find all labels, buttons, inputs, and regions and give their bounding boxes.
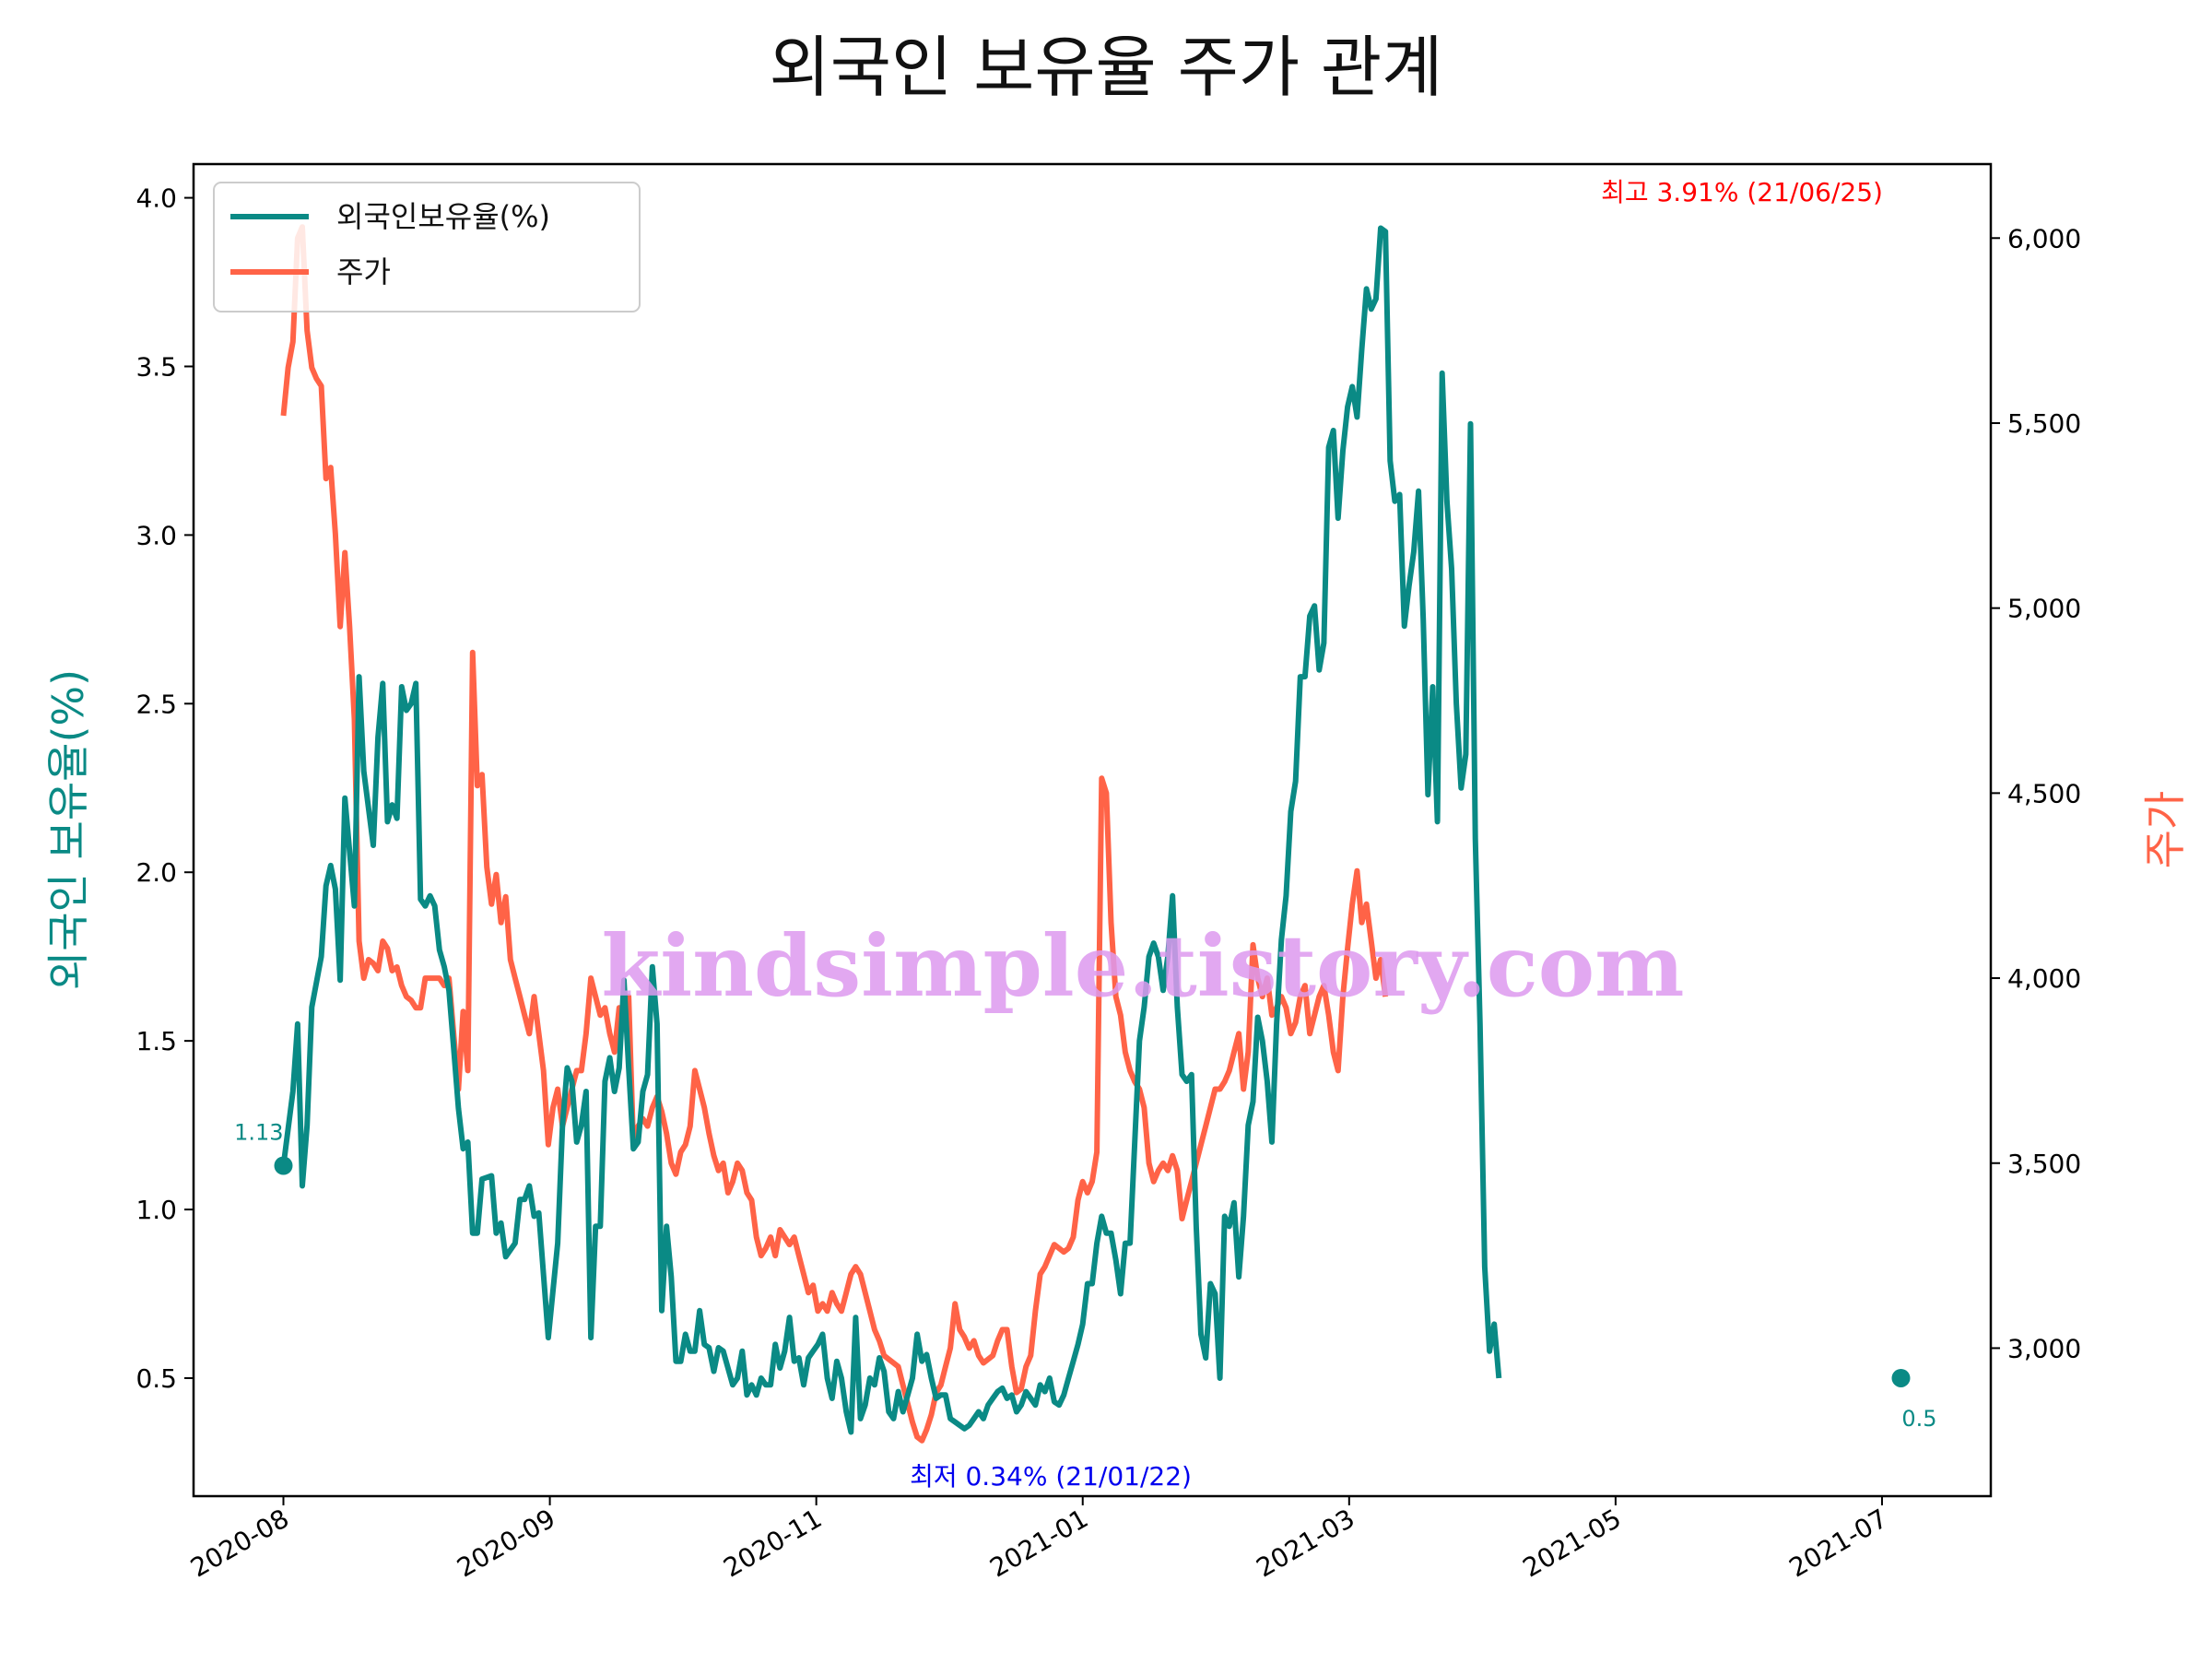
- legend-foreign-label: 외국인보유율(%): [336, 199, 550, 234]
- left-tick-label: 1.0: [135, 1195, 177, 1225]
- right-tick-label: 4,000: [2007, 963, 2081, 994]
- right-tick-label: 5,000: [2007, 594, 2081, 624]
- left-axis-title: 외국인 보유율(%): [43, 669, 93, 990]
- legend: 외국인보유율(%) 주가: [213, 182, 641, 313]
- legend-box: [213, 182, 641, 313]
- left-y-axis: 0.5 1.0 1.5 2.0 2.5 3.0 3.5 4.0: [135, 183, 194, 1394]
- plot-area-frame: [192, 162, 1993, 1498]
- start-value-label: 1.13: [234, 1119, 283, 1145]
- end-point-marker: [1891, 1368, 1911, 1387]
- series-lines: [274, 224, 1911, 1444]
- legend-price-label: 주가: [336, 254, 391, 289]
- right-y-axis: 3,000 3,500 4,000 4,500 5,000 5,500 6,000: [1991, 223, 2081, 1363]
- min-annotation: 최저 0.34% (21/01/22): [910, 1461, 1192, 1492]
- right-axis-title: 주가: [2140, 791, 2190, 869]
- start-point-marker: [274, 1156, 293, 1175]
- end-value-label: 0.5: [1901, 1406, 1936, 1432]
- max-annotation: 최고 3.91% (21/06/25): [1601, 177, 1883, 207]
- left-tick-label: 0.5: [135, 1363, 177, 1394]
- left-tick-label: 1.5: [135, 1026, 177, 1056]
- foreign-ratio-series-line: [280, 225, 1502, 1435]
- left-tick-label: 3.5: [135, 351, 177, 382]
- right-tick-label: 6,000: [2007, 223, 2081, 254]
- left-tick-label: 3.0: [135, 520, 177, 550]
- left-tick-label: 4.0: [135, 183, 177, 214]
- right-tick-label: 3,000: [2007, 1333, 2081, 1363]
- watermark-text: kindsimple.tistory.com: [601, 916, 1684, 1016]
- right-tick-label: 4,500: [2007, 778, 2081, 808]
- right-tick-label: 3,500: [2007, 1149, 2081, 1179]
- right-tick-label: 5,500: [2007, 408, 2081, 439]
- left-tick-label: 2.5: [135, 689, 177, 719]
- left-tick-label: 2.0: [135, 857, 177, 888]
- chart-title: 외국인 보유율 주가 관계: [769, 29, 1442, 106]
- price-series-line: [280, 224, 1389, 1444]
